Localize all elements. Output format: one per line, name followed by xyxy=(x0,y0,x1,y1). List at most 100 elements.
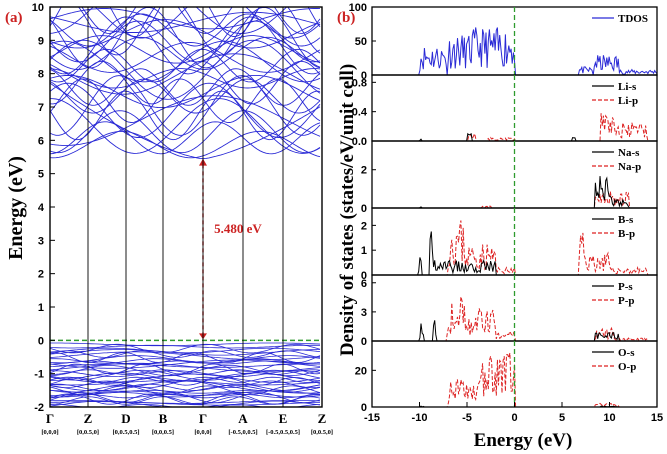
band-y-tick-label: 5 xyxy=(38,169,44,181)
band-y-tick-label: -2 xyxy=(34,402,44,414)
legend-entry: P-s xyxy=(618,281,633,293)
valence-band xyxy=(50,347,321,354)
conduction-band xyxy=(50,40,321,83)
conduction-band xyxy=(50,19,321,49)
dos-y-tick-label: 0.0 xyxy=(352,136,367,148)
dos-subplot: 0 20 O-s O-p xyxy=(355,340,658,414)
valence-band xyxy=(50,392,321,404)
dos-y-tick-label: 0 xyxy=(361,402,367,414)
k-point-coord: [0,0.5,0] xyxy=(77,429,99,436)
k-point-coord: [0,0.5,0] xyxy=(311,429,333,436)
conduction-band xyxy=(50,78,321,114)
dos-y-tick-label: 20 xyxy=(355,365,367,377)
conduction-band xyxy=(94,7,321,39)
k-point-coord: [-0.5,0.5,0.5] xyxy=(266,429,300,436)
conduction-band xyxy=(50,82,321,160)
k-point-coord: [-0.5,0,0.5] xyxy=(228,429,257,436)
tdos-curve xyxy=(372,27,658,76)
k-point-label: Z xyxy=(84,411,93,426)
dos-y-tick-label: 0 xyxy=(361,70,367,82)
dos-panel: (b) Density of states (states/eV/unit ce… xyxy=(337,2,663,451)
p-orbital-curve xyxy=(372,113,657,142)
dos-y-tick-label: 1 xyxy=(361,245,367,257)
dos-y-tick-label: 0.8 xyxy=(352,77,367,89)
dos-y-tick-label: 0 xyxy=(361,203,367,215)
k-point-coord: [0,0.5,0.5] xyxy=(112,429,139,436)
valence-band xyxy=(50,369,321,381)
dos-y-tick-label: 2 xyxy=(361,165,367,177)
conduction-band xyxy=(50,130,321,159)
conduction-band xyxy=(50,20,321,63)
conduction-band xyxy=(50,35,321,64)
band-y-tick-label: 2 xyxy=(38,269,44,281)
conduction-band xyxy=(50,90,321,141)
k-point-coord: [0,0,0] xyxy=(194,429,211,436)
legend-entry: B-p xyxy=(618,228,635,240)
k-point-label: B xyxy=(159,411,168,426)
dos-x-tick-label: 0 xyxy=(511,412,517,424)
dos-y-tick-label: 3 xyxy=(361,307,367,319)
valence-band xyxy=(50,350,321,358)
dos-y-tick-label: 0 xyxy=(361,270,367,282)
conduction-band xyxy=(50,60,321,105)
band-y-tick-label: 9 xyxy=(38,35,44,47)
k-point-label: Γ xyxy=(199,411,207,426)
legend-entry: Li-s xyxy=(618,81,637,93)
dos-x-tick-label: -5 xyxy=(462,412,472,424)
conduction-band xyxy=(50,8,321,30)
band-structure-panel: (a) Energy (eV) 5.480 eV -2 -1 0 1 2 3 4 5 6 7 8 9 1… xyxy=(5,2,333,436)
conduction-band xyxy=(50,39,321,100)
valence-band xyxy=(50,360,321,365)
conduction-band xyxy=(50,75,321,136)
k-point-label: Z xyxy=(318,411,327,426)
dos-y-tick-label: 100 xyxy=(349,2,367,14)
valence-band xyxy=(50,352,321,363)
band-y-tick-label: 6 xyxy=(38,135,44,147)
band-y-tick-label: 8 xyxy=(38,69,44,81)
valence-band xyxy=(50,383,321,391)
conduction-band xyxy=(50,68,321,106)
legend-entry: Na-s xyxy=(618,147,640,159)
conduction-band xyxy=(50,7,288,34)
band-y-tick-label: 0 xyxy=(38,335,44,347)
conduction-band xyxy=(50,53,321,95)
legend-entry: O-p xyxy=(618,361,636,373)
dos-y-tick-label: 0.4 xyxy=(352,107,368,119)
dos-y-tick-label: 6 xyxy=(361,278,367,290)
conduction-band xyxy=(50,98,321,154)
valence-band xyxy=(50,362,321,372)
legend-entry: B-s xyxy=(618,214,634,226)
band-y-tick-label: 1 xyxy=(38,302,44,314)
conduction-band xyxy=(50,110,321,154)
dos-x-tick-label: 10 xyxy=(603,412,615,424)
valence-band xyxy=(50,380,321,388)
legend-entry: Li-p xyxy=(618,95,638,107)
valence-band xyxy=(50,342,321,347)
dos-x-tick-label: 15 xyxy=(651,412,663,424)
dos-y-tick-label: 50 xyxy=(355,36,367,48)
conduction-band xyxy=(50,7,321,69)
conduction-band xyxy=(50,68,321,89)
k-point-label: Γ xyxy=(46,411,54,426)
conduction-band xyxy=(50,74,321,109)
legend-entry: Na-p xyxy=(618,161,641,173)
panel-b-label: (b) xyxy=(337,10,355,26)
band-y-tick-label: 7 xyxy=(38,102,44,114)
band-y-tick-label: 4 xyxy=(38,202,45,214)
dos-subplot: 0.0 0.4 0.8 Li-s Li-p xyxy=(352,74,658,148)
panel-a-label: (a) xyxy=(5,10,23,26)
band-y-tick-label: 3 xyxy=(38,235,44,247)
band-gap-label: 5.480 eV xyxy=(214,221,262,236)
dos-y-tick-label: 2 xyxy=(361,220,367,232)
conduction-band xyxy=(50,95,321,146)
band-y-tick-label: 10 xyxy=(32,2,44,14)
k-point-label: D xyxy=(121,411,130,426)
dos-x-tick-label: 5 xyxy=(559,412,565,424)
valence-band xyxy=(50,351,321,361)
conduction-band xyxy=(81,7,321,34)
dos-x-tick-label: -10 xyxy=(412,412,428,424)
legend-entry: P-p xyxy=(618,295,635,307)
conduction-band xyxy=(50,13,321,47)
valence-band xyxy=(50,344,320,349)
